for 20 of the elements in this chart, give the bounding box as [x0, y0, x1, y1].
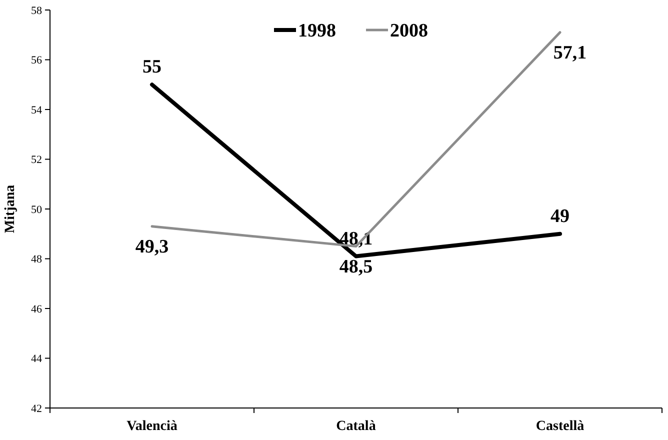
- y-tick-label: 50: [31, 204, 42, 216]
- data-label: 49: [550, 206, 570, 227]
- y-tick-label: 46: [31, 303, 42, 316]
- y-tick-label: 52: [31, 154, 42, 166]
- y-tick-label: 42: [31, 402, 42, 415]
- y-tick-label: 56: [31, 54, 42, 67]
- y-tick-label: 44: [31, 353, 42, 366]
- data-label: 57,1: [553, 42, 587, 64]
- y-tick-label: 54: [31, 104, 42, 116]
- x-tick-label: Castellà: [536, 419, 584, 434]
- legend-label: 2008: [390, 20, 428, 42]
- x-tick-label: Valencià: [126, 419, 178, 434]
- y-axis-title: Mitjana: [3, 184, 18, 234]
- y-tick-label: 48: [31, 254, 42, 266]
- legend-label: 1998: [298, 20, 336, 42]
- data-label: 55: [142, 56, 162, 78]
- data-label: 49,3: [135, 236, 169, 258]
- data-label: 48,5: [339, 256, 373, 278]
- x-tick-label: Català: [336, 419, 376, 434]
- y-tick-label: 58: [31, 4, 42, 17]
